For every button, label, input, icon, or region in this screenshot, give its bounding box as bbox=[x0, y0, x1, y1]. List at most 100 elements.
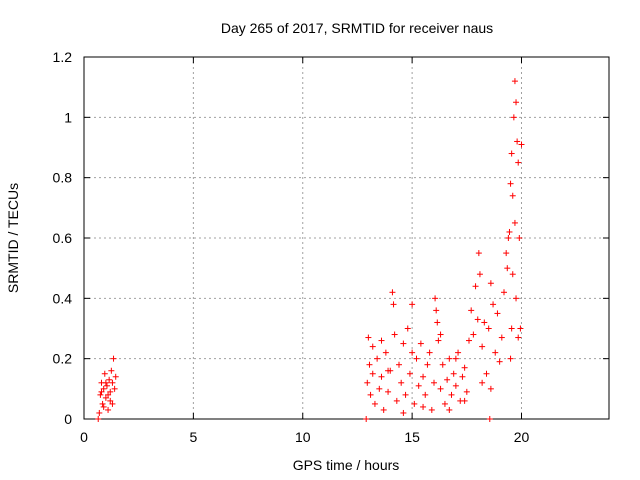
y-tick-label: 0.2 bbox=[53, 351, 73, 367]
data-point bbox=[369, 343, 376, 350]
data-point bbox=[385, 388, 392, 395]
data-point bbox=[411, 400, 418, 407]
data-point bbox=[105, 391, 112, 398]
data-point bbox=[513, 295, 520, 302]
data-point bbox=[463, 388, 470, 395]
data-point bbox=[390, 301, 397, 308]
data-point bbox=[103, 382, 110, 389]
data-point bbox=[95, 416, 102, 422]
data-point bbox=[109, 379, 116, 386]
data-point bbox=[365, 334, 372, 341]
data-point bbox=[102, 394, 109, 401]
data-point bbox=[479, 343, 486, 350]
data-point bbox=[398, 379, 405, 386]
y-tick-label: 1 bbox=[64, 109, 72, 125]
data-point bbox=[385, 367, 392, 374]
data-point bbox=[107, 388, 114, 395]
data-point bbox=[422, 391, 429, 398]
data-point bbox=[485, 325, 492, 332]
data-point bbox=[413, 355, 420, 362]
data-point bbox=[448, 391, 455, 398]
data-point bbox=[506, 228, 513, 235]
y-axis-title: SRMTID / TECUs bbox=[5, 183, 21, 293]
data-point bbox=[105, 406, 112, 413]
data-point bbox=[367, 391, 374, 398]
data-point bbox=[509, 271, 516, 278]
data-point bbox=[475, 250, 482, 257]
data-point bbox=[470, 331, 477, 338]
data-point bbox=[109, 400, 116, 407]
data-point bbox=[444, 376, 451, 383]
data-point bbox=[516, 235, 523, 241]
data-point bbox=[97, 391, 104, 398]
data-point bbox=[376, 385, 383, 392]
x-tick-label: 10 bbox=[295, 429, 311, 445]
data-point bbox=[409, 301, 416, 308]
data-point bbox=[441, 400, 448, 407]
chart-title: Day 265 of 2017, SRMTID for receiver nau… bbox=[221, 20, 493, 36]
data-point bbox=[380, 406, 387, 413]
x-tick-label: 0 bbox=[80, 429, 88, 445]
data-point bbox=[107, 397, 114, 404]
data-point bbox=[461, 397, 468, 404]
data-point bbox=[476, 271, 483, 278]
data-point bbox=[503, 250, 510, 257]
data-point bbox=[434, 319, 441, 326]
data-point bbox=[409, 349, 416, 356]
data-point bbox=[510, 114, 517, 121]
data-point bbox=[110, 355, 117, 362]
data-point bbox=[505, 235, 512, 241]
data-point bbox=[498, 334, 505, 341]
data-point bbox=[400, 409, 407, 416]
data-point bbox=[501, 289, 507, 296]
data-point bbox=[514, 138, 521, 145]
data-point bbox=[455, 349, 462, 356]
data-point bbox=[515, 334, 522, 341]
y-tick-label: 0.6 bbox=[53, 230, 73, 246]
data-point bbox=[378, 337, 385, 344]
data-point bbox=[461, 364, 468, 371]
data-point bbox=[424, 361, 431, 368]
data-point bbox=[481, 319, 488, 326]
x-tick-label: 20 bbox=[514, 429, 530, 445]
y-tick-label: 0.8 bbox=[53, 170, 73, 186]
x-tick-label: 15 bbox=[404, 429, 420, 445]
data-point bbox=[99, 400, 106, 407]
data-point bbox=[468, 307, 475, 314]
data-point bbox=[364, 379, 371, 386]
data-point bbox=[98, 388, 105, 395]
data-point bbox=[474, 316, 481, 323]
data-point bbox=[508, 150, 515, 157]
data-point bbox=[393, 397, 400, 404]
data-point bbox=[428, 406, 435, 413]
data-point bbox=[446, 406, 453, 413]
data-point bbox=[396, 361, 402, 368]
data-point bbox=[101, 370, 108, 377]
data-point bbox=[439, 361, 446, 368]
data-point bbox=[433, 307, 440, 314]
data-point bbox=[508, 325, 515, 332]
data-point bbox=[496, 358, 503, 365]
data-point bbox=[494, 310, 501, 317]
data-point bbox=[437, 331, 444, 338]
data-point bbox=[509, 192, 516, 199]
data-point bbox=[400, 340, 407, 347]
data-point bbox=[391, 331, 398, 338]
data-point bbox=[417, 340, 424, 347]
data-point bbox=[389, 289, 396, 296]
data-point bbox=[432, 295, 439, 302]
data-point bbox=[415, 382, 422, 389]
data-point bbox=[426, 349, 433, 356]
data-point bbox=[483, 370, 490, 377]
data-points bbox=[95, 78, 525, 422]
data-point bbox=[504, 265, 511, 272]
data-point bbox=[479, 379, 486, 386]
data-point bbox=[369, 370, 376, 377]
data-point bbox=[111, 385, 118, 392]
data-point bbox=[486, 416, 493, 422]
y-tick-label: 0.4 bbox=[53, 290, 73, 306]
data-point bbox=[108, 367, 115, 374]
data-point bbox=[446, 355, 453, 362]
x-axis-title: GPS time / hours bbox=[293, 457, 400, 473]
